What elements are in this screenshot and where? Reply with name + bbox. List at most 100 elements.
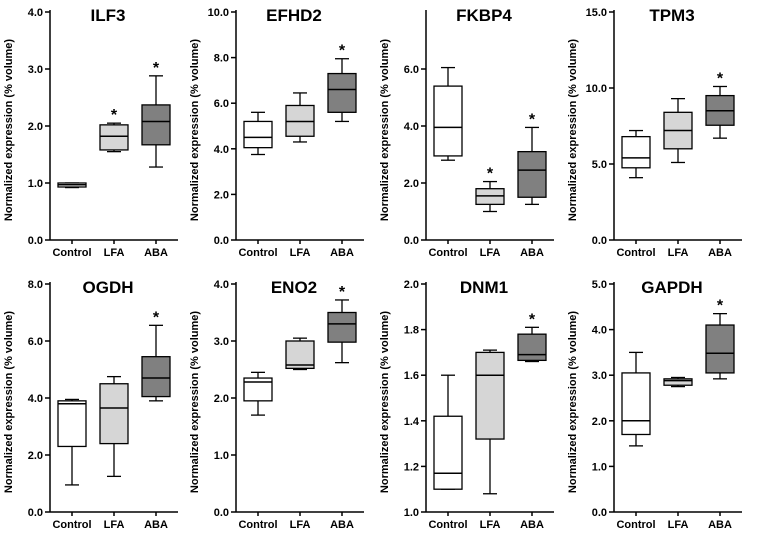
box-iqr — [243, 120, 273, 149]
panel-eno2: ENO2 Normalized expression (% volume) 0.0 1… — [189, 278, 364, 531]
y-tick-label: 2.0 — [592, 416, 607, 428]
box-iqr — [433, 415, 463, 490]
y-axis-label: Normalized expression (% volume) — [189, 311, 201, 493]
x-tick-label: Control — [616, 519, 655, 530]
y-tick-label: 15.0 — [586, 7, 607, 19]
y-tick-label: 3.0 — [28, 64, 43, 76]
x-tick-label: Control — [428, 247, 467, 259]
y-tick-label: 1.0 — [404, 507, 419, 519]
box-aba: * — [705, 70, 735, 139]
y-axis-label: Normalized expression (% volume) — [567, 39, 579, 221]
x-tick-label: Control — [428, 519, 467, 530]
x-tick-label: LFA — [668, 519, 689, 530]
box-control — [243, 371, 273, 416]
significance-star: * — [717, 298, 724, 315]
panel-title: EFHD2 — [266, 6, 322, 25]
significance-star: * — [529, 111, 536, 128]
y-tick-label: 1.0 — [592, 461, 607, 473]
y-tick-label: 8.0 — [28, 279, 43, 291]
y-tick-label: 0.0 — [28, 507, 43, 519]
y-tick-label: 2.0 — [214, 393, 229, 405]
y-tick-label: 4.0 — [28, 7, 43, 19]
x-tick-label: ABA — [144, 519, 168, 530]
box-lfa: * — [475, 166, 505, 213]
box-lfa: * — [99, 107, 129, 153]
box-aba: * — [141, 60, 171, 168]
box-aba: * — [517, 111, 547, 206]
box-lfa — [475, 349, 505, 495]
box-iqr — [621, 135, 651, 169]
y-tick-label: 0.0 — [592, 507, 607, 519]
y-tick-label: 6.0 — [214, 98, 229, 110]
x-tick-label: Control — [616, 247, 655, 259]
box-lfa — [285, 92, 315, 143]
significance-star: * — [153, 309, 160, 326]
y-tick-label: 6.0 — [404, 64, 419, 76]
y-tick-label: 1.2 — [404, 461, 419, 473]
box-control — [433, 374, 463, 490]
box-control — [621, 351, 651, 447]
box-iqr — [141, 356, 171, 398]
y-tick-label: 4.0 — [28, 393, 43, 405]
box-iqr — [141, 104, 171, 146]
box-iqr — [327, 311, 357, 343]
panel-gapdh: GAPDH Normalized expression (% volume) 0.0… — [567, 278, 742, 531]
box-lfa — [99, 375, 129, 478]
y-tick-label: 1.8 — [404, 325, 419, 337]
y-tick-label: 0.0 — [214, 235, 229, 247]
y-tick-label: 1.6 — [404, 370, 419, 382]
y-tick-label: 5.0 — [592, 159, 607, 171]
y-tick-label: 3.0 — [214, 336, 229, 348]
y-tick-label: 4.0 — [404, 121, 419, 133]
y-tick-label: 1.4 — [404, 416, 420, 428]
y-axis-label: Normalized expression (% volume) — [379, 39, 391, 221]
panel-title: FKBP4 — [456, 6, 512, 25]
y-tick-label: 2.0 — [28, 450, 43, 462]
y-axis-label: Normalized expression (% volume) — [189, 39, 201, 221]
x-tick-label: LFA — [290, 519, 311, 530]
x-tick-label: ABA — [520, 247, 544, 259]
y-tick-label: 4.0 — [592, 325, 607, 337]
y-tick-label: 8.0 — [214, 53, 229, 65]
x-tick-label: Control — [238, 247, 277, 259]
x-tick-label: ABA — [330, 247, 354, 259]
y-tick-label: 5.0 — [592, 279, 607, 291]
y-tick-label: 0.0 — [28, 235, 43, 247]
panel-fkbp4: FKBP4 Normalized expression (% volume) 0.0… — [379, 6, 554, 259]
significance-star: * — [111, 107, 118, 124]
box-iqr — [517, 150, 547, 198]
y-axis-label: Normalized expression (% volume) — [3, 39, 15, 221]
significance-star: * — [339, 284, 346, 301]
y-axis-label: Normalized expression (% volume) — [567, 311, 579, 493]
y-tick-label: 10.0 — [208, 7, 229, 19]
x-tick-label: LFA — [480, 247, 501, 259]
box-aba: * — [705, 298, 735, 380]
y-axis-label: Normalized expression (% volume) — [379, 311, 391, 493]
box-lfa — [285, 337, 315, 371]
box-iqr — [57, 400, 87, 448]
y-tick-label: 3.0 — [592, 370, 607, 382]
y-tick-label: 2.0 — [404, 279, 419, 291]
significance-star: * — [339, 43, 346, 60]
panel-title: ILF3 — [91, 6, 126, 25]
box-iqr — [99, 383, 129, 445]
y-tick-label: 6.0 — [28, 336, 43, 348]
panel-title: GAPDH — [641, 278, 702, 297]
box-iqr — [621, 372, 651, 436]
x-tick-label: ABA — [330, 519, 354, 530]
box-iqr — [475, 351, 505, 440]
x-tick-label: Control — [238, 519, 277, 530]
box-iqr — [285, 340, 315, 370]
y-tick-label: 2.0 — [404, 178, 419, 190]
box-lfa — [663, 376, 693, 388]
panel-ogdh: OGDH Normalized expression (% volume) 0.0 2… — [3, 278, 178, 531]
x-tick-label: Control — [52, 519, 91, 530]
significance-star: * — [153, 60, 160, 77]
x-tick-label: ABA — [708, 247, 732, 259]
x-tick-label: LFA — [104, 247, 125, 259]
panel-title: TPM3 — [649, 6, 694, 25]
x-tick-label: ABA — [520, 519, 544, 530]
y-tick-label: 1.0 — [28, 178, 43, 190]
